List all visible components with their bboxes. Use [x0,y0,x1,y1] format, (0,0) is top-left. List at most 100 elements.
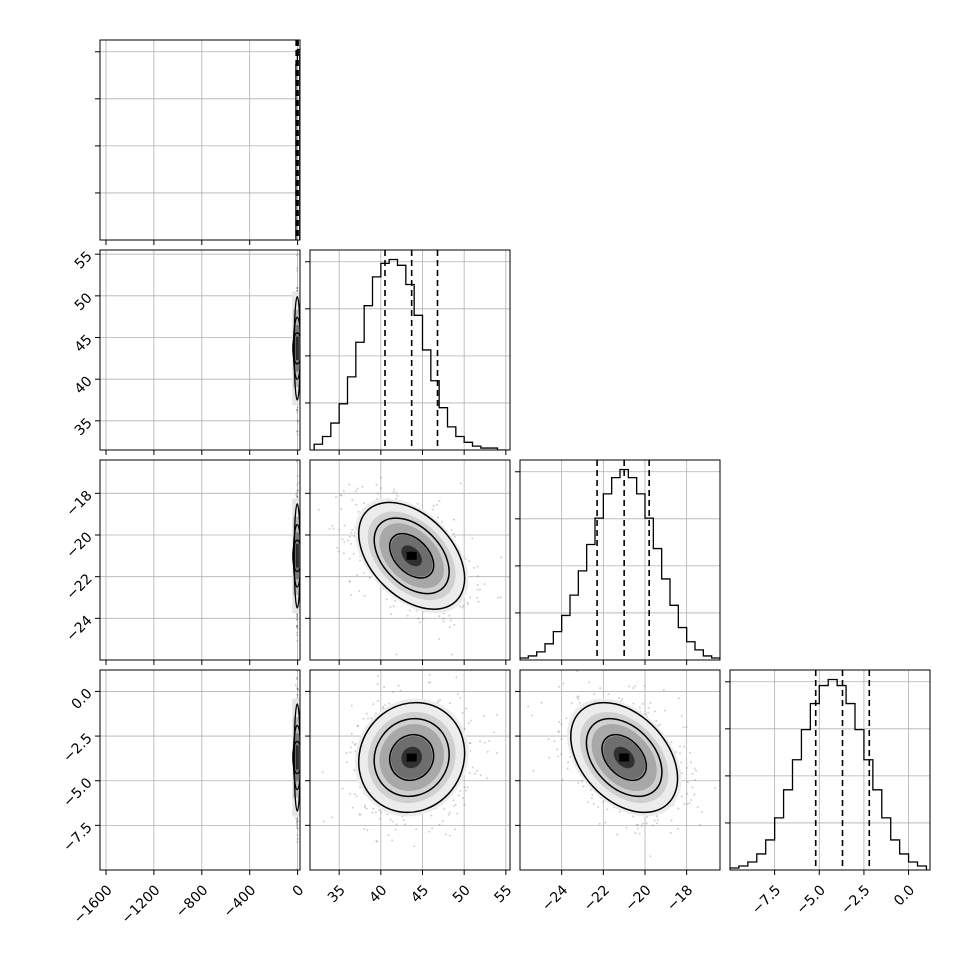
sample-point [296,693,299,696]
sample-point [462,797,465,800]
sample-point [476,769,479,772]
sample-point [641,822,644,825]
sample-point [399,689,402,692]
sample-point [576,696,579,699]
sample-point [295,254,298,257]
sample-point [356,574,359,577]
density-block [295,336,299,360]
sample-point [395,653,398,656]
sample-point [332,527,335,530]
sample-point [454,803,457,806]
sample-point [348,483,351,486]
sample-point [354,750,357,753]
sample-point [363,571,366,574]
sample-point [442,617,445,620]
sample-point [359,813,362,816]
sample-point [621,698,624,701]
sample-point [486,750,489,753]
panel-content [310,670,510,870]
panel-content [520,460,720,660]
sample-point [374,811,377,814]
sample-point [350,732,353,735]
sample-point [349,751,352,754]
sample-point [432,504,435,507]
sample-point [385,598,388,601]
panel-frame [519,669,721,871]
density-peak [619,753,630,762]
sample-point [341,787,344,790]
sample-point [459,789,462,792]
sample-point [669,831,672,834]
sample-point [358,589,361,592]
sample-point [562,682,565,685]
sample-point [353,768,356,771]
sample-point [599,687,602,690]
sample-point [677,697,680,700]
sample-point [474,772,477,775]
sample-point [317,508,320,511]
contour-line [292,332,300,365]
sample-point [356,487,359,490]
sample-point [365,807,368,810]
panel-frame [99,459,301,661]
sample-point [689,752,692,755]
sample-point [418,621,421,624]
panel-frame [309,459,511,661]
sample-point [694,769,697,772]
sample-point [451,653,454,656]
contour-line [357,501,466,610]
sample-point [296,286,299,289]
sample-point [670,741,673,744]
sample-point [357,510,360,513]
sample-point [437,700,440,703]
sample-point [670,819,673,822]
sample-point [337,550,340,553]
sample-point [463,803,466,806]
sample-point [694,779,697,782]
sample-point [380,811,383,814]
sample-point [649,855,652,858]
sample-point [606,808,609,811]
sample-point [561,778,564,781]
sample-point [591,793,594,796]
histogram-step [313,258,506,450]
sample-point [295,618,298,621]
sample-point [683,745,686,748]
sample-point [674,751,677,754]
sample-point [427,681,430,684]
sample-point [359,559,362,562]
sample-point [548,756,551,759]
sample-point [464,707,467,710]
sample-point [620,700,623,703]
sample-point [558,685,561,688]
sample-point [356,724,359,727]
sample-point [295,624,298,627]
sample-point [556,755,559,758]
sample-point [569,756,572,759]
sample-point [372,703,375,706]
sample-point [686,792,689,795]
sample-point [649,701,652,704]
sample-point [464,557,467,560]
sample-point [355,795,358,798]
sample-point [680,772,683,775]
sample-point [355,503,358,506]
sample-point [645,713,648,716]
sample-point [431,508,434,511]
panel-frame [309,249,511,451]
sample-point [479,740,482,743]
sample-point [349,792,352,795]
sample-point [352,552,355,555]
sample-point [604,821,607,824]
sample-point [296,625,299,627]
sample-point [576,781,579,784]
sample-point [330,816,333,819]
sample-point [321,771,324,774]
panel-content [310,250,510,450]
sample-point [478,588,481,591]
sample-point [628,685,631,688]
sample-point [462,604,465,607]
sample-point [693,793,696,796]
sample-point [422,617,425,620]
